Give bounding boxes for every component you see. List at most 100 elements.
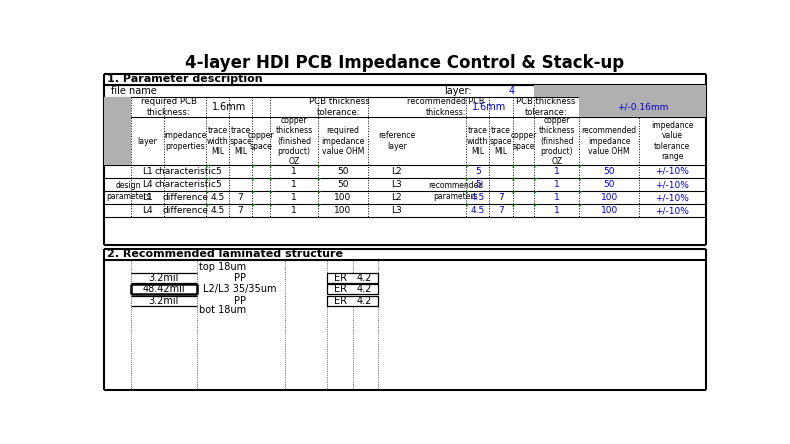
Text: recommended PCB
thickness:: recommended PCB thickness: bbox=[408, 98, 484, 117]
Text: 48.42mil: 48.42mil bbox=[142, 284, 185, 294]
Polygon shape bbox=[206, 165, 209, 168]
Polygon shape bbox=[534, 178, 537, 181]
Text: 1: 1 bbox=[554, 180, 559, 189]
Text: 4.2: 4.2 bbox=[356, 296, 371, 306]
Text: 5: 5 bbox=[215, 180, 220, 189]
Text: impedance
value
tolerance
range: impedance value tolerance range bbox=[651, 121, 694, 161]
Text: ER: ER bbox=[334, 284, 347, 294]
Polygon shape bbox=[466, 165, 469, 168]
Text: +/-10%: +/-10% bbox=[656, 193, 689, 202]
Text: 4.5: 4.5 bbox=[211, 193, 225, 202]
Text: 7: 7 bbox=[238, 193, 243, 202]
Bar bbox=[327, 273, 378, 283]
Text: 1: 1 bbox=[292, 206, 297, 215]
Text: 4.5: 4.5 bbox=[211, 206, 225, 215]
Polygon shape bbox=[318, 165, 322, 168]
Text: file name: file name bbox=[111, 86, 157, 96]
Text: 100: 100 bbox=[334, 193, 352, 202]
Text: +/-10%: +/-10% bbox=[656, 206, 689, 215]
Text: PP: PP bbox=[234, 296, 246, 306]
Bar bbox=[534, 85, 705, 97]
Text: layer: layer bbox=[137, 137, 157, 146]
Text: recommended
parameters: recommended parameters bbox=[428, 182, 483, 201]
Text: 7: 7 bbox=[498, 193, 504, 202]
Polygon shape bbox=[579, 191, 582, 194]
Polygon shape bbox=[534, 204, 537, 207]
Text: 1: 1 bbox=[554, 193, 559, 202]
Text: L2: L2 bbox=[391, 167, 402, 176]
Bar bbox=[131, 273, 198, 283]
Text: copper
thickness
(finished
product)
OZ: copper thickness (finished product) OZ bbox=[276, 116, 313, 166]
Polygon shape bbox=[534, 165, 537, 168]
Bar bbox=[131, 296, 198, 306]
Text: 100: 100 bbox=[600, 206, 618, 215]
Text: 3.2mil: 3.2mil bbox=[149, 296, 179, 306]
Text: 50: 50 bbox=[337, 167, 348, 176]
Text: 4: 4 bbox=[509, 86, 515, 96]
Text: 5: 5 bbox=[475, 167, 480, 176]
Text: 5: 5 bbox=[215, 167, 220, 176]
Text: 7: 7 bbox=[498, 206, 504, 215]
Polygon shape bbox=[252, 191, 255, 194]
Text: PCB thickness
tolerance:: PCB thickness tolerance: bbox=[309, 98, 370, 117]
Text: 1: 1 bbox=[292, 167, 297, 176]
Text: +/-10%: +/-10% bbox=[656, 167, 689, 176]
Polygon shape bbox=[270, 178, 273, 181]
Text: trace
space
MIL: trace space MIL bbox=[229, 126, 252, 156]
Text: PP: PP bbox=[234, 273, 246, 283]
Bar bbox=[131, 284, 198, 294]
Text: 1. Parameter description: 1. Parameter description bbox=[107, 75, 263, 84]
Polygon shape bbox=[318, 204, 322, 207]
Bar bbox=[327, 284, 378, 294]
Text: 1: 1 bbox=[292, 180, 297, 189]
Polygon shape bbox=[270, 165, 273, 168]
Text: 1: 1 bbox=[292, 193, 297, 202]
Text: L1: L1 bbox=[142, 167, 153, 176]
Polygon shape bbox=[252, 204, 255, 207]
Polygon shape bbox=[270, 191, 273, 194]
Polygon shape bbox=[579, 204, 582, 207]
Text: 1: 1 bbox=[554, 167, 559, 176]
Text: 100: 100 bbox=[334, 206, 352, 215]
Text: 7: 7 bbox=[238, 206, 243, 215]
Text: impedance
properties: impedance properties bbox=[164, 131, 207, 151]
Polygon shape bbox=[318, 191, 322, 194]
Bar bbox=[104, 97, 131, 165]
Text: bot 18um: bot 18um bbox=[199, 305, 246, 315]
Text: 50: 50 bbox=[604, 180, 615, 189]
Text: copper
space: copper space bbox=[510, 131, 536, 151]
Text: copper
thickness
(finished
product)
OZ: copper thickness (finished product) OZ bbox=[539, 116, 575, 166]
Text: 4.5: 4.5 bbox=[471, 206, 485, 215]
Text: layer:: layer: bbox=[444, 86, 472, 96]
Text: trace
space
MIL: trace space MIL bbox=[490, 126, 512, 156]
Text: recommended
impedance
value OHM: recommended impedance value OHM bbox=[581, 126, 637, 156]
Polygon shape bbox=[206, 178, 209, 181]
Polygon shape bbox=[466, 178, 469, 181]
Text: 1.6mm: 1.6mm bbox=[213, 102, 246, 112]
Text: reference
layer: reference layer bbox=[378, 131, 416, 151]
Text: trace
width
MIL: trace width MIL bbox=[467, 126, 488, 156]
Text: 5: 5 bbox=[475, 180, 480, 189]
Text: L1: L1 bbox=[142, 193, 153, 202]
Text: 1.6mm: 1.6mm bbox=[472, 102, 506, 112]
Text: 4.2: 4.2 bbox=[356, 284, 371, 294]
Text: ER: ER bbox=[334, 296, 347, 306]
Polygon shape bbox=[270, 204, 273, 207]
Bar bbox=[327, 296, 378, 306]
Polygon shape bbox=[252, 178, 255, 181]
Text: L2/L3 35/35um: L2/L3 35/35um bbox=[203, 284, 276, 294]
Polygon shape bbox=[206, 204, 209, 207]
Polygon shape bbox=[579, 178, 582, 181]
Text: L4: L4 bbox=[142, 206, 153, 215]
Text: 4.5: 4.5 bbox=[471, 193, 485, 202]
Text: PCB thickness
tolerance:: PCB thickness tolerance: bbox=[516, 98, 576, 117]
Text: L3: L3 bbox=[391, 180, 402, 189]
Text: difference: difference bbox=[162, 206, 208, 215]
Polygon shape bbox=[466, 204, 469, 207]
Text: trace
width
MIL: trace width MIL bbox=[207, 126, 228, 156]
Text: L3: L3 bbox=[391, 206, 402, 215]
Polygon shape bbox=[534, 191, 537, 194]
Polygon shape bbox=[466, 191, 469, 194]
Text: 4-layer HDI PCB Impedance Control & Stack-up: 4-layer HDI PCB Impedance Control & Stac… bbox=[186, 54, 624, 71]
Text: +/-10%: +/-10% bbox=[656, 180, 689, 189]
